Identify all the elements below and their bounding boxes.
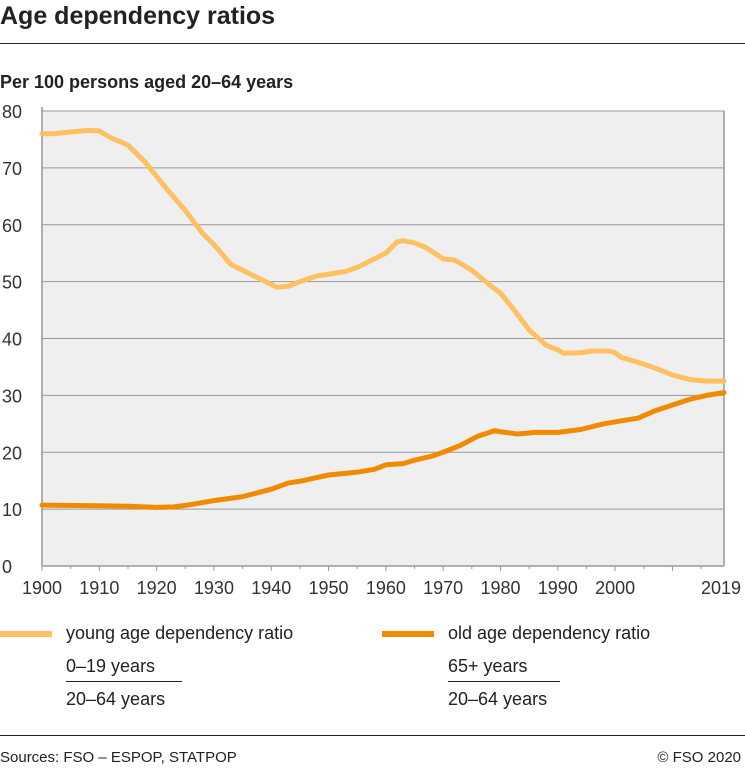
y-axis-label: Per 100 persons aged 20–64 years [0, 72, 294, 92]
x-tick-label: 1910 [79, 578, 119, 598]
legend-old-label: old age dependency ratio [448, 623, 651, 643]
young-age-ratio-line [39, 127, 727, 384]
x-tick-label: 1980 [480, 578, 520, 598]
legend-old-denominator: 20–64 years [448, 689, 548, 709]
y-tick-label: 70 [2, 159, 22, 179]
y-tick-label: 80 [2, 102, 22, 122]
chart-title: Age dependency ratios [0, 2, 276, 30]
x-tick-label: 1940 [251, 578, 291, 598]
fraction-bar [66, 681, 182, 682]
x-tick-label: 1990 [538, 578, 578, 598]
legend-young-numerator: 0–19 years [66, 656, 156, 676]
y-tick-label: 0 [2, 557, 12, 577]
x-tick-label: 1930 [194, 578, 234, 598]
legend-old-numerator: 65+ years [448, 656, 528, 676]
x-tick-label: 1950 [309, 578, 349, 598]
x-tick-label: 1960 [366, 578, 406, 598]
old-age-ratio-line [39, 390, 727, 510]
y-tick-label: 20 [2, 443, 22, 463]
sources: Sources: FSO – ESPOP, STATPOP [0, 749, 237, 766]
legend-young-label: young age dependency ratio [66, 623, 294, 643]
x-tick-label: 1970 [423, 578, 463, 598]
legend-young-swatch [0, 631, 52, 637]
y-tick-label: 10 [2, 500, 22, 520]
y-tick-label: 60 [2, 216, 22, 236]
x-tick-label: 1920 [137, 578, 177, 598]
x-tick-label: 1900 [22, 578, 62, 598]
footer-divider [0, 735, 745, 736]
legend-young-denominator: 20–64 years [66, 689, 166, 709]
x-tick-label: 2019 [701, 578, 741, 598]
legend-old-swatch [382, 631, 434, 637]
line-chart: 0 10 20 30 40 50 60 70 80 1900 1910 1920 1930 1940 195… [2, 102, 741, 598]
title-divider [0, 43, 745, 44]
copyright: © FSO 2020 [657, 749, 741, 766]
x-tick-label: 2000 [595, 578, 635, 598]
fraction-bar [448, 681, 560, 682]
y-tick-label: 40 [2, 330, 22, 350]
y-tick-label: 30 [2, 386, 22, 406]
y-tick-label: 50 [2, 273, 22, 293]
